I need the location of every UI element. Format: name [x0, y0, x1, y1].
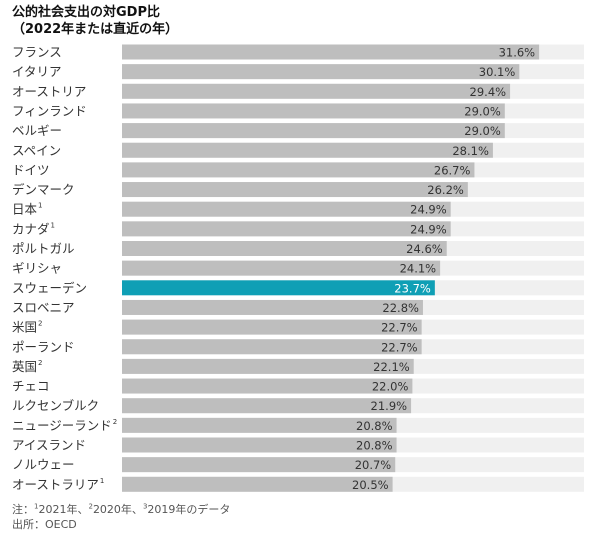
category-label: オーストラリア — [12, 477, 99, 492]
category-label: スペイン — [12, 143, 61, 158]
value-label: 24.1% — [400, 262, 437, 276]
value-label: 23.7% — [394, 281, 431, 295]
value-label: 20.8% — [356, 439, 393, 453]
value-label: 22.0% — [372, 380, 409, 394]
bar — [122, 319, 422, 335]
category-label: スロベニア — [12, 300, 75, 315]
value-label: 24.9% — [410, 222, 447, 236]
bar — [122, 457, 396, 473]
category-label: フィンランド — [12, 103, 87, 118]
value-label: 28.1% — [452, 144, 489, 158]
value-label: 22.7% — [381, 321, 418, 335]
footnote-mark: 1 — [100, 477, 104, 485]
value-label: 20.7% — [355, 458, 392, 472]
value-label: 29.0% — [464, 124, 501, 138]
value-label: 24.9% — [410, 203, 447, 217]
footnote-text-2: 2020年、 — [92, 503, 143, 516]
source-note: 出所：OECD — [12, 518, 77, 531]
bar — [122, 241, 447, 256]
category-label: ベルギー — [12, 123, 62, 138]
value-label: 21.9% — [371, 399, 408, 413]
value-label: 22.8% — [382, 301, 419, 315]
bar — [122, 142, 493, 158]
value-label: 22.7% — [381, 340, 418, 354]
footnote-text-3: 2019年のデータ — [147, 503, 231, 516]
chart-title: 公的社会支出の対GDP比 — [12, 5, 160, 20]
footnote-mark: 2 — [38, 320, 42, 328]
bar — [122, 162, 475, 178]
bar — [122, 417, 397, 433]
category-label: ポルトガル — [12, 241, 75, 256]
category-label: オーストリア — [12, 84, 86, 99]
category-label: ルクセンブルク — [12, 398, 99, 413]
category-label: カナダ — [12, 221, 50, 236]
footnote-mark-2: 2 — [88, 502, 93, 511]
footnote-mark: 1 — [38, 202, 42, 210]
category-label: ドイツ — [12, 162, 50, 177]
footnote-mark: 2 — [113, 418, 117, 426]
category-label: 米国 — [12, 320, 37, 335]
value-label: 20.5% — [352, 478, 389, 492]
footnote-mark: 2 — [38, 359, 42, 367]
value-label: 26.7% — [434, 163, 471, 177]
value-label: 20.8% — [356, 419, 393, 433]
footnote-mark: 1 — [51, 221, 55, 229]
bar — [122, 44, 540, 60]
bar — [122, 299, 423, 315]
value-label: 24.6% — [406, 242, 443, 256]
category-label: デンマーク — [12, 182, 75, 197]
bar — [122, 476, 393, 492]
footnote-mark-1: 1 — [34, 502, 39, 511]
value-label: 31.6% — [499, 46, 536, 60]
bar — [122, 83, 511, 99]
bar — [122, 123, 505, 139]
category-label: 英国 — [12, 359, 37, 374]
footnote-prefix: 注： — [12, 503, 34, 516]
footnote-text-1: 2021年、 — [38, 503, 89, 516]
bar — [122, 378, 413, 394]
category-label: ニュージーランド — [12, 418, 112, 433]
footnote: 注：12021年、22020年、32019年のデータ — [12, 503, 230, 517]
value-label: 29.0% — [464, 104, 501, 118]
value-label: 26.2% — [427, 183, 464, 197]
category-label: イタリア — [12, 64, 62, 79]
bar — [122, 339, 422, 355]
category-label: 日本 — [12, 202, 38, 217]
bar-highlighted — [122, 280, 435, 296]
bar — [122, 398, 412, 414]
bar — [122, 182, 468, 198]
bar — [122, 64, 520, 80]
bar — [122, 260, 441, 276]
bar — [122, 358, 414, 374]
category-label: フランス — [12, 45, 62, 60]
category-label: ギリシャ — [12, 261, 62, 276]
category-label: アイスランド — [12, 438, 86, 453]
chart-subtitle: （2022年または直近の年） — [12, 22, 179, 37]
category-label: ノルウェー — [12, 457, 75, 472]
value-label: 22.1% — [373, 360, 410, 374]
footnote-mark-3: 3 — [142, 502, 148, 511]
bar — [122, 201, 451, 217]
bar — [122, 103, 505, 119]
category-label: スウェーデン — [12, 280, 87, 295]
bar — [122, 221, 451, 237]
category-label: チェコ — [12, 379, 50, 394]
category-label: ポーランド — [12, 339, 75, 354]
value-label: 29.4% — [470, 85, 507, 99]
value-label: 30.1% — [479, 65, 516, 79]
bar — [122, 437, 397, 453]
